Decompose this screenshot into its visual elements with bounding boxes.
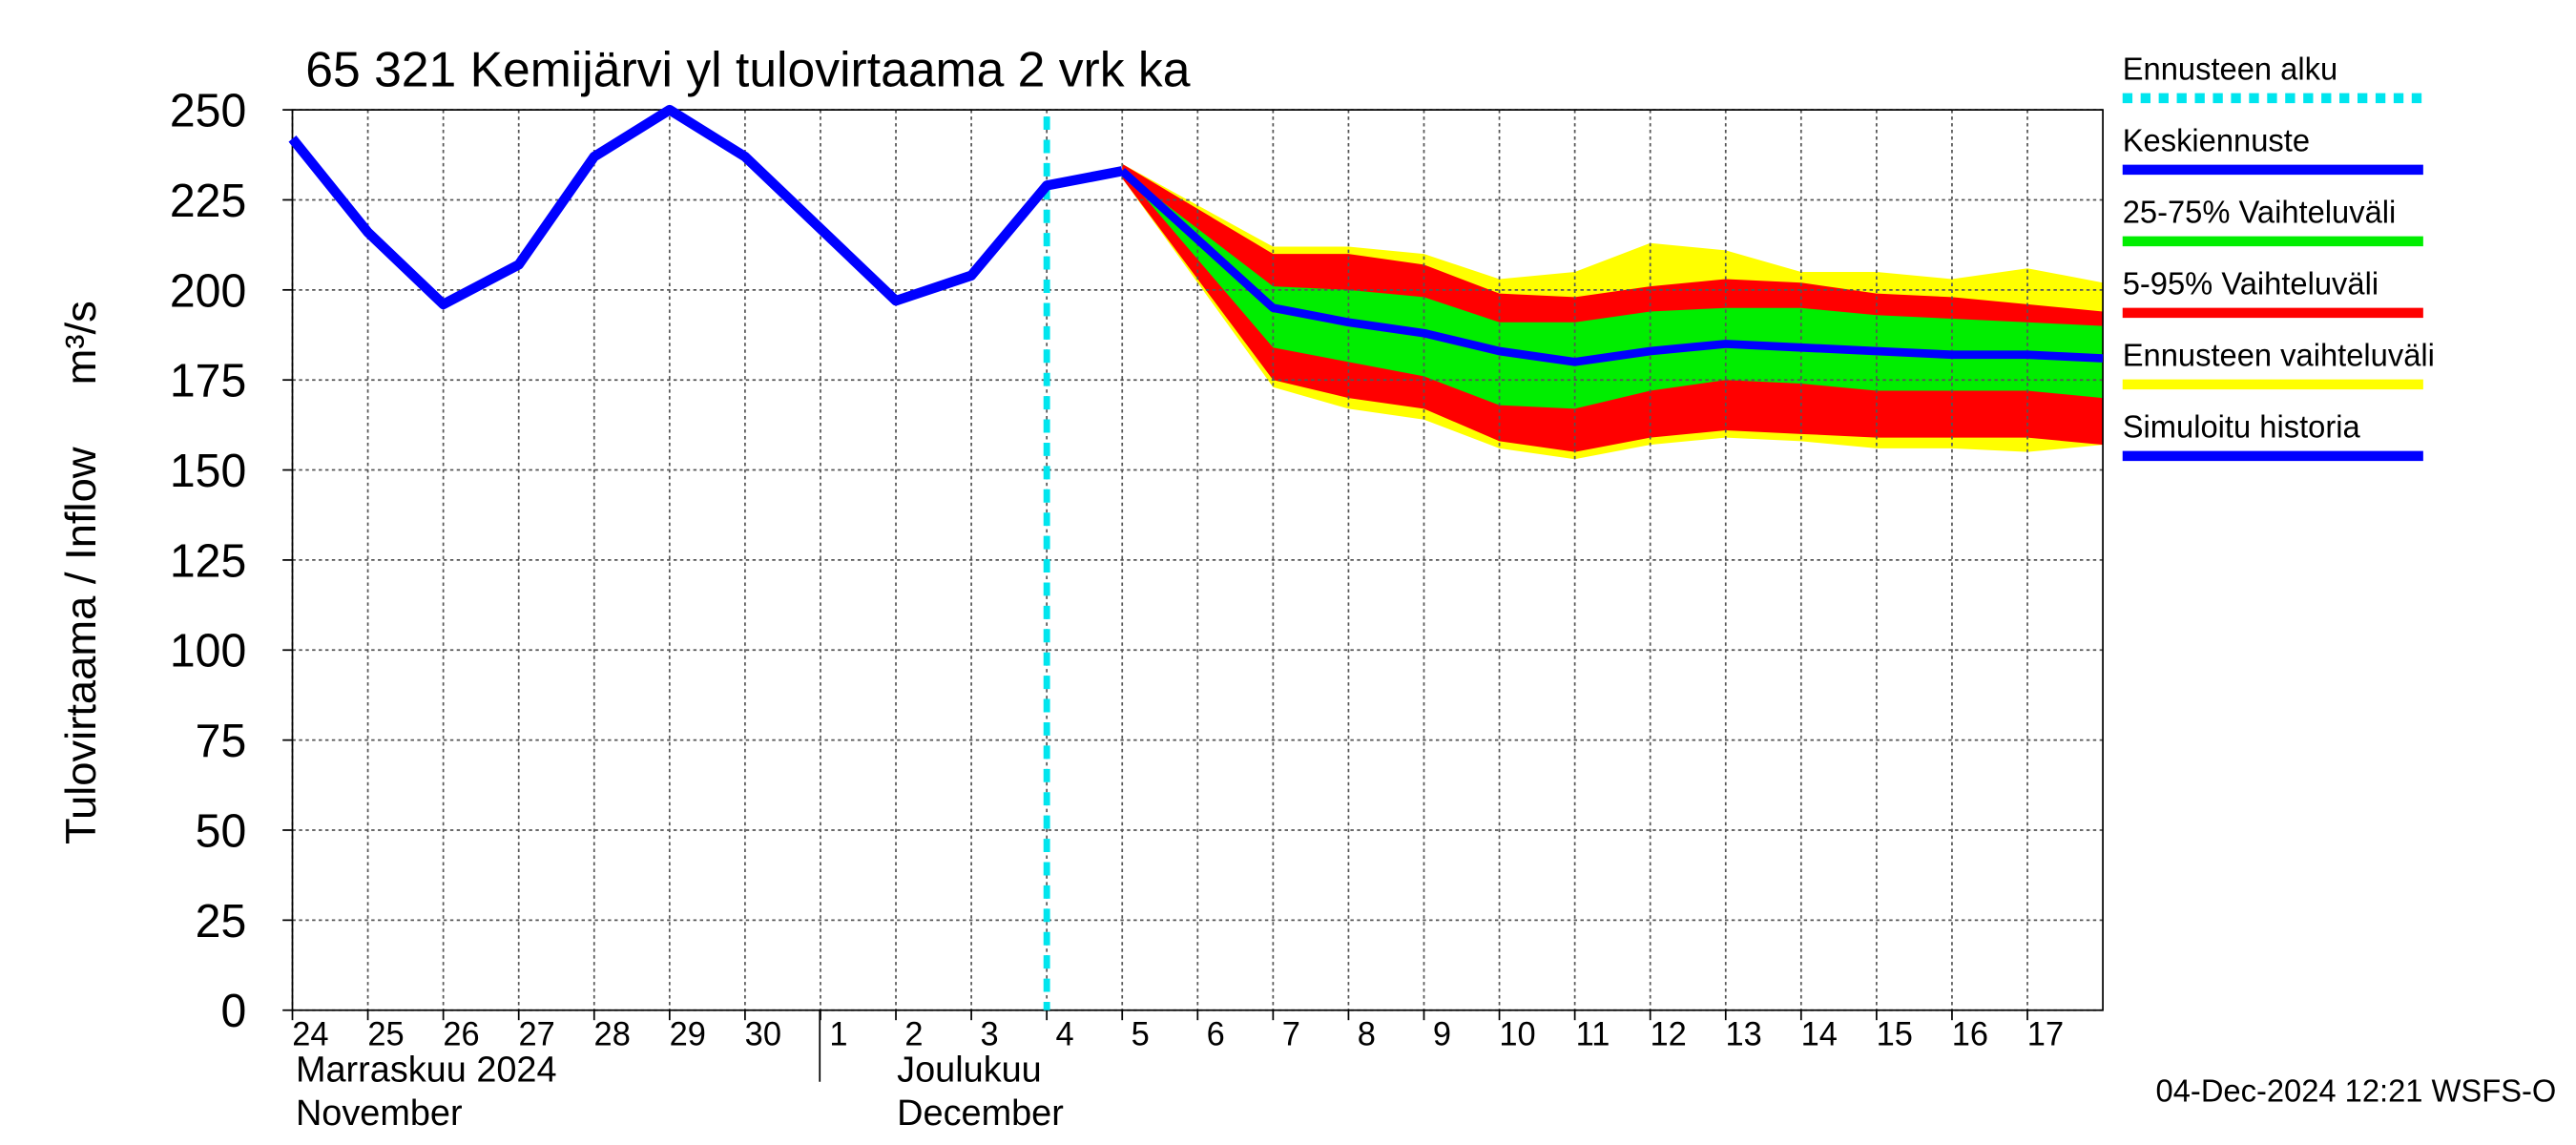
x-tick-label: 4 (1056, 1016, 1074, 1052)
x-tick-label: 15 (1877, 1016, 1913, 1052)
plot-area (282, 104, 2104, 1021)
month-label: Marraskuu 2024 (296, 1050, 557, 1091)
x-tick-label: 29 (670, 1016, 706, 1052)
y-tick-label: 0 (220, 986, 246, 1037)
y-tick-label: 25 (196, 896, 247, 947)
x-tick-label: 9 (1433, 1016, 1451, 1052)
legend-label: Ennusteen vaihteluväli (2123, 338, 2435, 373)
x-tick-label: 5 (1132, 1016, 1150, 1052)
y-tick-label: 100 (170, 625, 246, 677)
x-tick-label: 14 (1801, 1016, 1838, 1052)
x-tick-label: 6 (1207, 1016, 1225, 1052)
x-tick-label: 17 (2027, 1016, 2064, 1052)
x-tick-label: 12 (1650, 1016, 1686, 1052)
x-tick-label: 28 (594, 1016, 631, 1052)
legend-label: Keskiennuste (2123, 123, 2310, 158)
legend-label: Simuloitu historia (2123, 409, 2361, 445)
legend-label: Ennusteen alku (2123, 52, 2337, 87)
x-tick-label: 1 (829, 1016, 847, 1052)
y-axis-title: Tulovirtaama / Inflow (56, 447, 105, 844)
y-tick-label: 75 (196, 716, 247, 767)
legend-label: 25-75% Vaihteluväli (2123, 195, 2397, 230)
y-tick-label: 175 (170, 355, 246, 406)
x-tick-label: 3 (980, 1016, 998, 1052)
y-tick-label: 225 (170, 176, 246, 227)
y-tick-label: 250 (170, 85, 246, 136)
x-tick-label: 24 (292, 1016, 328, 1052)
y-tick-label: 150 (170, 446, 246, 497)
x-tick-label: 11 (1576, 1016, 1610, 1052)
x-tick-label: 26 (443, 1016, 479, 1052)
legend: Ennusteen alku Keskiennuste 25-75% Vaihtel… (2122, 52, 2435, 462)
y-tick-label: 50 (196, 805, 247, 857)
y-tick-label: 125 (170, 535, 246, 587)
x-tick-label: 30 (745, 1016, 781, 1052)
series-line (288, 104, 1124, 310)
x-tick-label: 7 (1282, 1016, 1300, 1052)
x-tick-label: 10 (1499, 1016, 1535, 1052)
month-label: Joulukuu (897, 1050, 1042, 1091)
x-tick-label: 25 (367, 1016, 404, 1052)
month-label: November (296, 1093, 463, 1134)
y-axis-unit: m³/s (56, 301, 105, 385)
series-line (1119, 168, 2104, 366)
timestamp: 04-Dec-2024 12:21 WSFS-O (2156, 1072, 2557, 1108)
x-tick-label: 2 (904, 1016, 923, 1052)
plot-frame (291, 109, 2104, 1011)
x-tick-label: 13 (1726, 1016, 1762, 1052)
x-tick-label: 8 (1358, 1016, 1376, 1052)
month-label: December (897, 1093, 1064, 1134)
x-tick-label: 16 (1952, 1016, 1988, 1052)
x-tick-label: 27 (518, 1016, 554, 1052)
chart-title: 65 321 Kemijärvi yl tulovirtaama 2 vrk k… (305, 42, 1190, 97)
y-tick-label: 200 (170, 265, 246, 317)
legend-label: 5-95% Vaihteluväli (2123, 266, 2379, 302)
